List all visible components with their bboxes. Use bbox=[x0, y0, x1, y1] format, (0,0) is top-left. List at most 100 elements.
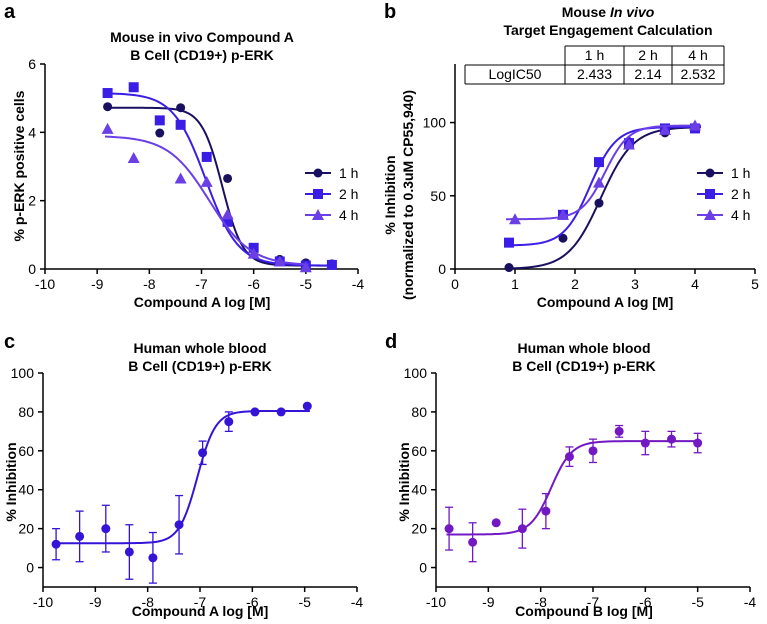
panel-d-point bbox=[667, 434, 676, 444]
panel-a-point bbox=[175, 119, 186, 130]
panel-a-x-tick-label: -7 bbox=[195, 276, 208, 292]
panel-b-title-part-italic: In vivo bbox=[610, 4, 655, 20]
panel-b-point bbox=[504, 263, 514, 273]
panel-c-y-tick-label: 0 bbox=[26, 560, 34, 576]
panel-c-title-line-1: Human whole blood bbox=[134, 340, 267, 356]
panel-b-legend-label: 2 h bbox=[731, 186, 750, 202]
panel-b-point bbox=[557, 208, 569, 220]
panel-c-point bbox=[75, 531, 85, 541]
panel-a-legend-label: 1 h bbox=[339, 165, 358, 181]
panel-c-point bbox=[148, 553, 158, 563]
panel-b-title-part-1: Mouse bbox=[562, 4, 610, 20]
panel-a-point bbox=[101, 122, 114, 134]
panel-b-x-tick-label: 4 bbox=[691, 276, 699, 292]
panel-a-title-line-2: B Cell (CD19+) p-ERK bbox=[130, 47, 274, 63]
panel-a-legend-marker bbox=[312, 209, 324, 220]
panel-a-legend-marker bbox=[313, 189, 323, 199]
panel-d-y-tick-label: 80 bbox=[411, 404, 427, 420]
panel-c-point bbox=[174, 520, 184, 530]
panel-c-y-tick-label: 80 bbox=[18, 404, 34, 420]
panel-d-y-axis-label: % Inhibition bbox=[396, 442, 412, 521]
panel-b-y-axis-label: % Inhibition bbox=[382, 155, 398, 234]
panel-a-point bbox=[128, 82, 139, 93]
panel-d-y-tick-label: 100 bbox=[404, 365, 428, 381]
panel-d-point bbox=[444, 524, 454, 534]
panel-c-point bbox=[224, 417, 234, 427]
panel-a-point bbox=[200, 175, 213, 187]
panel-a-fit-curve-1 bbox=[104, 92, 335, 267]
panel-a-title-line-1: Mouse in vivo Compound A bbox=[110, 29, 294, 45]
panel-d-y-tick-label: 0 bbox=[419, 560, 427, 576]
panel-b-legend-label: 4 h bbox=[731, 207, 750, 223]
panel-c-x-tick-label: -6 bbox=[246, 594, 259, 610]
panel-a-x-tick-label: -6 bbox=[247, 276, 260, 292]
panel-c-x-tick-label: -4 bbox=[351, 594, 364, 610]
panel-d-point bbox=[468, 537, 478, 547]
panel-b-title-line-2: Target Engagement Calculation bbox=[504, 22, 713, 38]
panel-a-x-tick-label: -5 bbox=[300, 276, 313, 292]
panel-a-x-tick-label: -8 bbox=[143, 276, 156, 292]
panel-a: a Mouse in vivo Compound A B Cell (CD19+… bbox=[4, 1, 364, 310]
panel-d-y-tick-label: 20 bbox=[411, 521, 427, 537]
panel-b-label: b bbox=[384, 1, 396, 23]
panel-d: d Human whole blood B Cell (CD19+) p-ERK… bbox=[385, 331, 756, 619]
panel-a-point bbox=[176, 103, 186, 113]
panel-b-x-tick-label: 0 bbox=[451, 276, 459, 292]
panel-b-y-tick-label: 50 bbox=[430, 188, 446, 204]
panel-d-x-tick-label: -7 bbox=[587, 594, 600, 610]
panel-b-point bbox=[509, 213, 521, 225]
panel-c-x-axis-label: Compound A log [M] bbox=[132, 603, 269, 619]
panel-c-x-tick-label: -10 bbox=[33, 594, 53, 610]
panel-c-point bbox=[124, 547, 134, 557]
panel-b-table-header: 1 h bbox=[585, 47, 604, 63]
panel-a-label: a bbox=[4, 1, 16, 23]
panel-c-point bbox=[250, 407, 260, 417]
panel-b-point bbox=[689, 119, 701, 131]
panel-d-label: d bbox=[385, 331, 397, 353]
panel-c-point bbox=[51, 539, 61, 549]
panel-a-point bbox=[247, 247, 260, 259]
panel-a-point bbox=[299, 261, 312, 273]
panel-b-x-tick-label: 5 bbox=[751, 276, 759, 292]
panel-d-point bbox=[588, 446, 598, 456]
panel-b-point bbox=[659, 123, 671, 135]
panel-c-x-tick-label: -7 bbox=[194, 594, 207, 610]
panel-b-point bbox=[623, 138, 635, 150]
panel-b-table-header: 4 h bbox=[688, 47, 707, 63]
panel-a-point bbox=[222, 216, 233, 227]
panel-c-point bbox=[276, 407, 286, 417]
panel-a-point bbox=[103, 102, 113, 112]
panel-a-y-tick-label: 2 bbox=[28, 193, 36, 209]
panel-a-x-tick-label: -10 bbox=[35, 276, 55, 292]
panel-b-legend-marker bbox=[705, 168, 715, 178]
panel-d-x-tick-label: -5 bbox=[691, 594, 704, 610]
panel-d-x-tick-label: -6 bbox=[639, 594, 652, 610]
panel-c-y-tick-label: 20 bbox=[18, 521, 34, 537]
panel-b-fit-curve-0 bbox=[505, 126, 702, 270]
panel-d-point bbox=[491, 518, 501, 528]
panel-a-x-tick-label: -4 bbox=[352, 276, 365, 292]
panel-a-y-tick-label: 4 bbox=[28, 124, 36, 140]
panel-b-x-tick-label: 3 bbox=[631, 276, 639, 292]
panel-b-table-cell: 2.433 bbox=[577, 66, 612, 82]
panel-a-point bbox=[273, 255, 286, 267]
panel-b-table-cell: 2.532 bbox=[680, 66, 715, 82]
panel-d-x-tick-label: -9 bbox=[482, 594, 495, 610]
panel-a-y-tick-label: 0 bbox=[28, 261, 36, 277]
panel-a-fit-curve-0 bbox=[104, 106, 335, 267]
panel-b-point bbox=[593, 176, 605, 188]
panel-a-point bbox=[155, 128, 165, 138]
panel-a-x-tick-label: -9 bbox=[91, 276, 104, 292]
panel-b-point bbox=[594, 198, 604, 208]
panel-b-legend-marker bbox=[704, 209, 716, 220]
panel-b-point bbox=[558, 233, 568, 243]
panel-d-x-axis-label: Compound B log [M] bbox=[515, 603, 653, 619]
panel-b: b Mouse In vivo Target Engagement Calcul… bbox=[382, 1, 759, 310]
panel-c-label: c bbox=[4, 331, 15, 353]
panel-b-point bbox=[504, 237, 514, 248]
panel-c-title-line-2: B Cell (CD19+) p-ERK bbox=[128, 358, 272, 374]
panel-c: c Human whole blood B Cell (CD19+) p-ERK… bbox=[3, 331, 363, 619]
panel-b-x-tick-label: 2 bbox=[571, 276, 579, 292]
panel-b-x-tick-label: 1 bbox=[511, 276, 519, 292]
panel-a-point bbox=[221, 208, 234, 220]
